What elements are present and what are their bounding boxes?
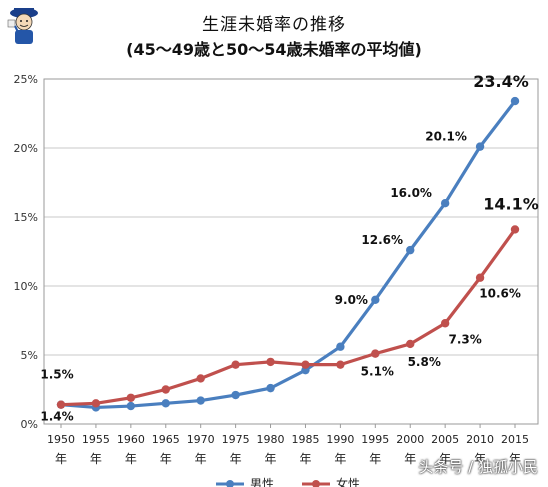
x-tick-suffix: 年	[90, 452, 102, 466]
series-line-male	[60, 100, 517, 410]
data-label: 20.1%	[425, 130, 467, 144]
data-label: 10.6%	[479, 287, 521, 301]
data-point	[475, 273, 485, 282]
mascot-logo-icon	[7, 8, 38, 44]
x-tick-label: 1950	[47, 433, 75, 446]
data-point	[301, 360, 310, 369]
x-tick-label: 1990	[326, 433, 354, 446]
data-point	[371, 349, 380, 358]
data-label: 7.3%	[449, 332, 482, 346]
data-label: 16.0%	[390, 186, 432, 200]
x-tick-label: 1980	[257, 433, 285, 446]
x-tick-suffix: 年	[439, 452, 451, 466]
x-tick-suffix: 年	[160, 452, 172, 466]
data-label: 1.4%	[40, 410, 73, 424]
series-line-female	[60, 228, 517, 407]
x-tick-label: 2005	[431, 433, 459, 446]
data-label: 5.8%	[408, 355, 441, 369]
x-tick-label: 2010	[466, 433, 494, 446]
data-point	[475, 142, 485, 151]
data-point	[161, 399, 170, 408]
legend-marker	[226, 480, 234, 487]
data-point	[406, 245, 415, 255]
x-tick-label: 1970	[187, 433, 215, 446]
data-point	[91, 399, 101, 408]
x-tick-suffix: 年	[334, 452, 346, 466]
y-tick-label: 15%	[14, 211, 38, 224]
chart-subtitle: (45～49歳と50～54歳未婚率の平均値)	[126, 40, 422, 59]
x-tick-suffix: 年	[55, 452, 67, 466]
data-label: 9.0%	[335, 293, 368, 307]
legend-marker	[312, 480, 320, 487]
data-point	[231, 360, 240, 369]
data-point	[510, 96, 520, 106]
data-point	[266, 383, 275, 393]
data-point	[440, 319, 450, 328]
x-tick-label: 1995	[361, 433, 389, 446]
y-tick-label: 25%	[14, 73, 38, 86]
legend-label: 女性	[336, 476, 360, 487]
data-label: 14.1%	[483, 194, 539, 213]
data-point	[266, 357, 275, 367]
x-tick-suffix: 年	[265, 452, 277, 466]
y-tick-label: 10%	[14, 280, 38, 293]
x-tick-suffix: 年	[474, 452, 486, 466]
plot-frame	[43, 78, 539, 425]
watermark: 头条号 / 独孤小民	[418, 458, 538, 476]
data-point	[126, 393, 136, 402]
x-tick-label: 1985	[291, 433, 319, 446]
data-point	[406, 339, 415, 349]
legend-label: 男性	[250, 477, 274, 487]
x-tick-label: 1955	[82, 433, 110, 446]
x-tick-suffix: 年	[299, 452, 311, 466]
data-point	[161, 385, 170, 394]
x-tick-label: 2015	[501, 433, 529, 446]
data-label: 12.6%	[361, 233, 403, 247]
data-point	[371, 295, 380, 304]
data-point	[336, 360, 345, 369]
x-tick-label: 1960	[117, 433, 145, 446]
x-tick-suffix: 年	[509, 452, 521, 466]
x-tick-suffix: 年	[195, 452, 207, 466]
data-point	[440, 199, 450, 208]
data-point	[126, 401, 136, 411]
x-tick-suffix: 年	[230, 452, 242, 466]
x-tick-suffix: 年	[404, 452, 416, 466]
data-point	[196, 396, 205, 405]
data-label: 1.5%	[40, 368, 73, 382]
data-label: 5.1%	[361, 365, 394, 379]
data-label: 23.4%	[473, 72, 529, 91]
data-point	[510, 225, 520, 234]
data-point	[336, 342, 345, 351]
x-tick-label: 1965	[152, 433, 180, 446]
data-point	[196, 374, 205, 383]
x-tick-suffix: 年	[125, 452, 137, 466]
y-tick-label: 5%	[21, 349, 38, 362]
y-tick-label: 20%	[14, 142, 38, 155]
data-point	[56, 400, 66, 409]
x-tick-label: 2000	[396, 433, 424, 446]
data-point	[231, 390, 240, 400]
y-tick-label: 0%	[21, 418, 38, 431]
x-tick-label: 1975	[222, 433, 250, 446]
chart-title: 生涯未婚率の推移	[202, 15, 346, 35]
x-tick-suffix: 年	[369, 452, 381, 466]
